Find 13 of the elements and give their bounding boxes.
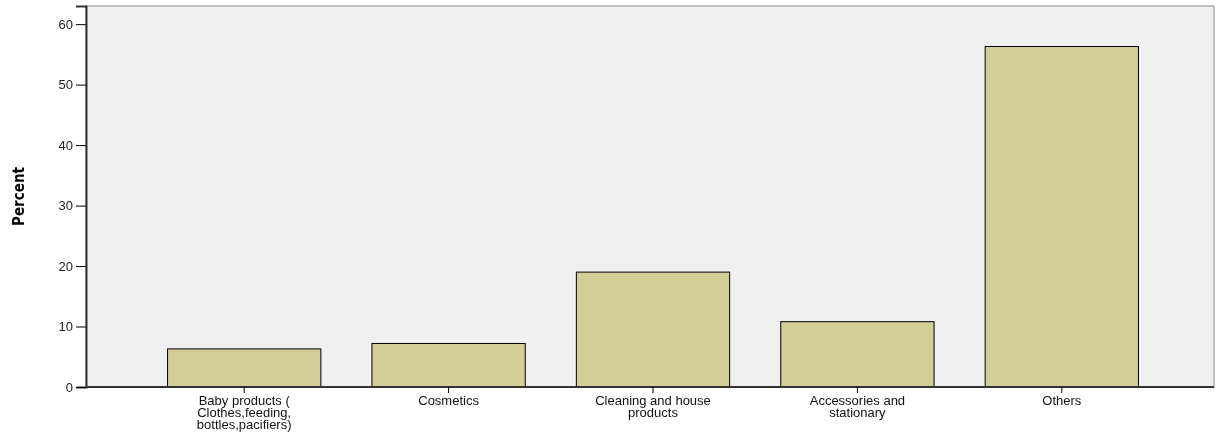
x-tick-label: Cosmetics (418, 393, 480, 409)
y-tick-label: 40 (58, 137, 73, 153)
x-tick-label: Cleaning and house products (595, 393, 711, 421)
y-axis-title: Percent (10, 166, 28, 226)
x-tick-label: Others (1042, 393, 1082, 409)
y-tick-label: 10 (58, 319, 73, 335)
x-tick-label: Accessories and stationary (809, 393, 906, 421)
x-tick-label: Baby products ( Clothes,feeding, bottles,pacifiers) (196, 393, 292, 433)
y-tick-label: 60 (58, 16, 73, 32)
y-tick-label: 30 (58, 198, 73, 214)
y-tick-label: 0 (65, 379, 73, 395)
y-tick-label: 20 (58, 258, 73, 274)
y-tick-label: 50 (58, 77, 73, 93)
